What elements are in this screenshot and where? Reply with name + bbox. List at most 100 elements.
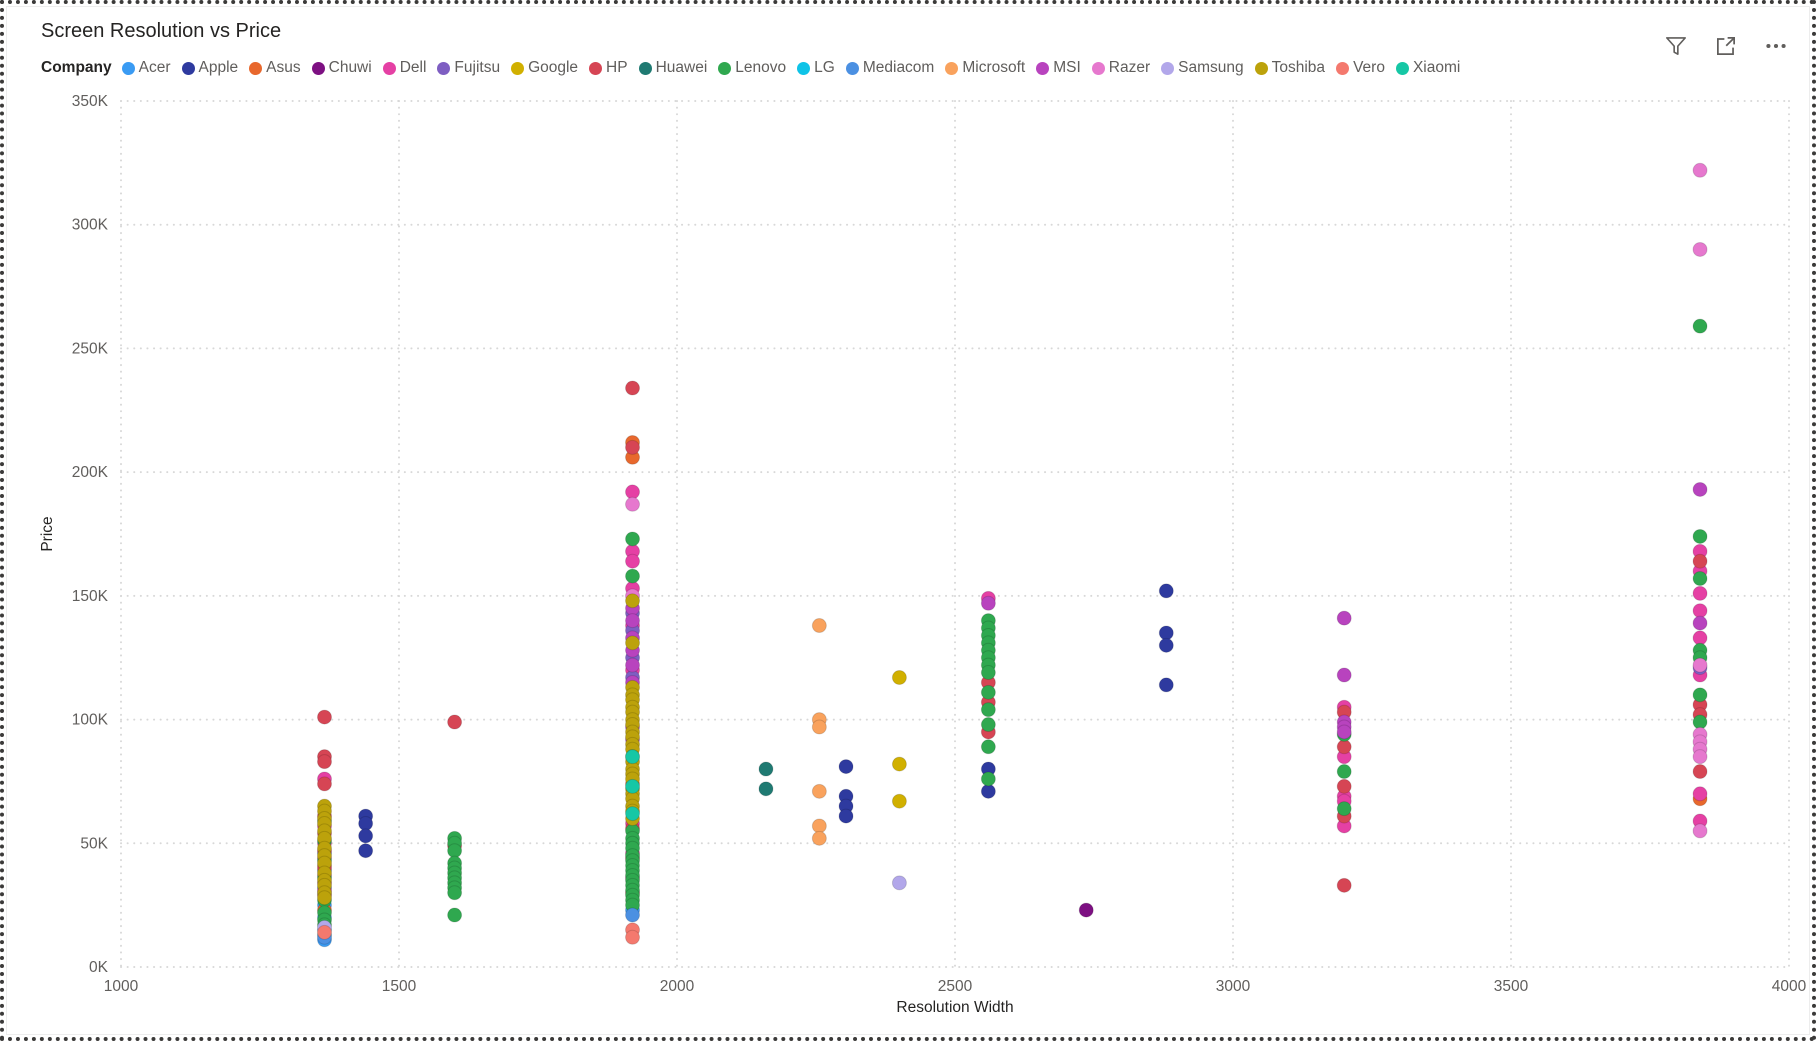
data-point-lenovo[interactable] [980, 684, 996, 700]
legend-item-huawei[interactable]: Huawei [638, 59, 707, 77]
legend-item-xiaomi[interactable]: Xiaomi [1395, 59, 1460, 77]
data-point-microsoft[interactable] [811, 830, 827, 846]
data-point-hp[interactable] [625, 380, 641, 396]
data-point-hp[interactable] [316, 776, 332, 792]
data-point-msi[interactable] [1692, 481, 1708, 497]
data-point-lenovo[interactable] [980, 771, 996, 787]
legend-item-label: Dell [399, 59, 427, 76]
legend-item-samsung[interactable]: Samsung [1161, 59, 1244, 77]
data-point-apple[interactable] [358, 843, 374, 859]
legend-color-dot [1254, 61, 1268, 75]
data-point-google[interactable] [891, 756, 907, 772]
focus-mode-icon[interactable] [1712, 32, 1740, 60]
data-point-msi[interactable] [1336, 724, 1352, 740]
data-point-lenovo[interactable] [1692, 318, 1708, 334]
data-point-xiaomi[interactable] [625, 749, 641, 765]
legend-item-label: Lenovo [735, 59, 787, 76]
legend-item-lenovo[interactable]: Lenovo [718, 59, 786, 77]
data-point-chuwi[interactable] [1078, 902, 1094, 918]
data-point-apple[interactable] [1158, 677, 1174, 693]
data-point-microsoft[interactable] [811, 618, 827, 634]
data-point-razer[interactable] [1692, 657, 1708, 673]
data-point-lenovo[interactable] [980, 665, 996, 681]
data-point-vero[interactable] [316, 924, 332, 940]
data-point-razer[interactable] [1692, 823, 1708, 839]
data-point-dell[interactable] [1692, 786, 1708, 802]
data-point-hp[interactable] [1692, 553, 1708, 569]
legend-item-dell[interactable]: Dell [382, 59, 427, 77]
data-point-apple[interactable] [1158, 637, 1174, 653]
legend-item-razer[interactable]: Razer [1091, 59, 1151, 77]
data-point-xiaomi[interactable] [625, 778, 641, 794]
data-point-razer[interactable] [625, 496, 641, 512]
data-point-vero[interactable] [625, 929, 641, 945]
data-point-hp[interactable] [1336, 778, 1352, 794]
data-point-mediacom[interactable] [625, 907, 641, 923]
data-point-dell[interactable] [625, 553, 641, 569]
data-point-lenovo[interactable] [980, 739, 996, 755]
data-point-apple[interactable] [838, 759, 854, 775]
filter-icon[interactable] [1662, 32, 1690, 60]
data-point-google[interactable] [891, 670, 907, 686]
data-point-razer[interactable] [1692, 241, 1708, 257]
data-point-lenovo[interactable] [447, 885, 463, 901]
legend-item-toshiba[interactable]: Toshiba [1254, 59, 1325, 77]
data-point-huawei[interactable] [758, 761, 774, 777]
data-point-huawei[interactable] [758, 781, 774, 797]
legend-item-google[interactable]: Google [511, 59, 578, 77]
data-point-msi[interactable] [1336, 610, 1352, 626]
legend-item-lg[interactable]: LG [797, 59, 835, 77]
data-point-msi[interactable] [1336, 667, 1352, 683]
data-point-msi[interactable] [625, 657, 641, 673]
legend-item-label: Razer [1108, 59, 1151, 76]
data-point-toshiba[interactable] [625, 593, 641, 609]
data-point-apple[interactable] [838, 808, 854, 824]
data-point-msi[interactable] [980, 595, 996, 611]
data-point-hp[interactable] [625, 439, 641, 455]
data-point-hp[interactable] [316, 754, 332, 770]
legend-item-apple[interactable]: Apple [181, 59, 238, 77]
data-point-xiaomi[interactable] [625, 806, 641, 822]
legend-item-microsoft[interactable]: Microsoft [945, 59, 1025, 77]
more-options-icon[interactable] [1762, 32, 1790, 60]
data-point-lenovo[interactable] [1336, 764, 1352, 780]
x-axis-title: Resolution Width [896, 999, 1014, 1016]
data-point-msi[interactable] [625, 613, 641, 629]
data-point-lenovo[interactable] [625, 531, 641, 547]
legend-item-hp[interactable]: HP [589, 59, 628, 77]
data-point-lenovo[interactable] [1692, 687, 1708, 703]
data-point-samsung[interactable] [891, 875, 907, 891]
data-point-toshiba[interactable] [625, 635, 641, 651]
data-point-microsoft[interactable] [811, 719, 827, 735]
x-tick-label: 3500 [1494, 978, 1529, 995]
data-point-apple[interactable] [1158, 583, 1174, 599]
data-point-lenovo[interactable] [1692, 528, 1708, 544]
legend-item-msi[interactable]: MSI [1036, 59, 1081, 77]
data-point-hp[interactable] [1692, 764, 1708, 780]
legend-item-mediacom[interactable]: Mediacom [845, 59, 934, 77]
data-point-lenovo[interactable] [1336, 801, 1352, 817]
data-point-google[interactable] [891, 793, 907, 809]
data-point-dell[interactable] [1692, 585, 1708, 601]
data-point-lenovo[interactable] [447, 907, 463, 923]
legend-item-acer[interactable]: Acer [121, 59, 171, 77]
data-point-lenovo[interactable] [980, 717, 996, 733]
legend-item-chuwi[interactable]: Chuwi [311, 59, 372, 77]
data-point-hp[interactable] [316, 709, 332, 725]
legend-color-dot [589, 61, 603, 75]
data-point-microsoft[interactable] [811, 783, 827, 799]
data-point-lenovo[interactable] [1692, 571, 1708, 587]
legend-item-asus[interactable]: Asus [249, 59, 301, 77]
legend-item-vero[interactable]: Vero [1336, 59, 1385, 77]
data-point-msi[interactable] [1692, 615, 1708, 631]
data-point-hp[interactable] [447, 714, 463, 730]
data-point-razer[interactable] [1692, 162, 1708, 178]
data-point-razer[interactable] [1692, 749, 1708, 765]
data-point-lenovo[interactable] [980, 702, 996, 718]
data-point-lenovo[interactable] [625, 568, 641, 584]
data-point-hp[interactable] [1336, 877, 1352, 893]
legend-item-label: Google [528, 59, 579, 76]
data-point-apple[interactable] [358, 828, 374, 844]
legend-item-fujitsu[interactable]: Fujitsu [437, 59, 500, 77]
data-point-toshiba[interactable] [316, 890, 332, 906]
